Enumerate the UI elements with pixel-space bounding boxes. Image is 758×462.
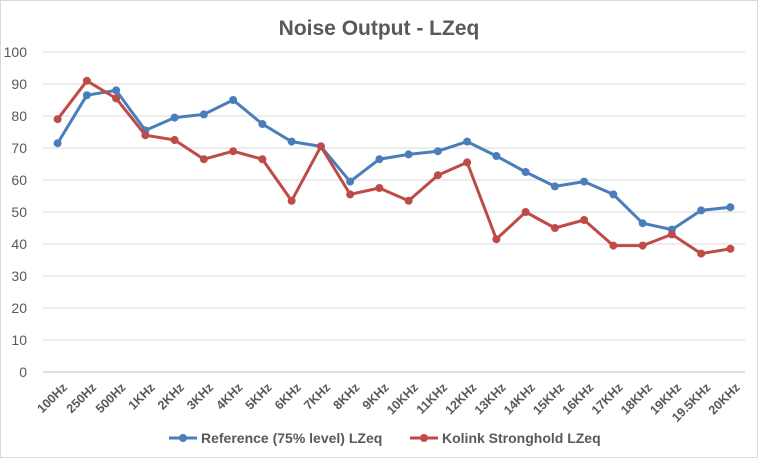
- data-point: [375, 184, 384, 192]
- x-tick-label: 1KHz: [126, 380, 158, 412]
- y-tick-label: 20: [11, 300, 27, 316]
- data-point: [550, 182, 559, 191]
- y-tick-label: 100: [4, 44, 28, 60]
- x-tick-label: 17KHz: [589, 380, 626, 417]
- data-point: [726, 244, 735, 253]
- data-point: [638, 241, 647, 250]
- data-point: [229, 96, 238, 104]
- legend-marker: [179, 434, 187, 442]
- y-tick-label: 30: [11, 268, 27, 284]
- legend-label: Reference (75% level) LZeq: [201, 430, 382, 446]
- x-tick-label: 500Hz: [93, 380, 128, 415]
- x-tick-label: 100Hz: [35, 380, 70, 415]
- data-point: [580, 216, 589, 224]
- data-point: [199, 110, 208, 119]
- data-point: [287, 196, 296, 205]
- y-tick-label: 50: [11, 204, 27, 220]
- x-tick-label: 2KHz: [155, 380, 187, 412]
- data-point: [521, 208, 530, 216]
- data-point: [404, 196, 413, 205]
- x-tick-label: 3KHz: [184, 380, 216, 412]
- data-point: [346, 190, 355, 199]
- x-tick-label: 12KHz: [443, 380, 480, 417]
- data-point: [375, 155, 384, 164]
- y-tick-label: 40: [11, 236, 27, 252]
- data-point: [82, 76, 91, 85]
- data-point: [697, 249, 706, 258]
- data-point: [170, 136, 179, 144]
- data-point: [667, 230, 676, 239]
- data-point: [433, 171, 442, 180]
- x-tick-label: 4KHz: [213, 380, 245, 412]
- data-point: [463, 158, 472, 167]
- data-point: [112, 86, 121, 95]
- x-tick-label: 8KHz: [330, 380, 362, 412]
- x-tick-label: 250Hz: [64, 380, 99, 415]
- data-point: [229, 147, 238, 156]
- data-point: [112, 94, 121, 103]
- data-point: [697, 206, 706, 215]
- data-point: [82, 91, 91, 100]
- data-point: [316, 142, 325, 151]
- data-point: [346, 177, 355, 186]
- x-tick-label: 20KHz: [706, 380, 743, 417]
- data-point: [170, 113, 179, 122]
- x-tick-label: 5KHz: [243, 380, 275, 412]
- y-tick-label: 70: [11, 140, 27, 156]
- legend-label: Kolink Stronghold LZeq: [442, 430, 601, 446]
- y-tick-label: 60: [11, 172, 27, 188]
- data-point: [609, 241, 618, 250]
- data-point: [550, 224, 559, 232]
- x-tick-label: 6KHz: [272, 380, 304, 412]
- data-point: [463, 137, 472, 146]
- data-point: [609, 190, 618, 199]
- data-point: [404, 150, 413, 159]
- x-tick-label: 15KHz: [530, 380, 567, 417]
- x-tick-label: 11KHz: [414, 380, 450, 416]
- data-point: [258, 120, 267, 128]
- data-point: [53, 115, 62, 124]
- data-point: [726, 203, 735, 212]
- data-point: [638, 219, 647, 228]
- data-point: [199, 155, 208, 164]
- data-point: [258, 155, 267, 164]
- x-tick-label: 10KHz: [384, 380, 421, 417]
- x-tick-label: 14KHz: [501, 380, 538, 417]
- legend-marker: [420, 434, 428, 442]
- data-point: [53, 139, 62, 148]
- data-point: [433, 147, 442, 156]
- series-line-0: [56, 88, 731, 232]
- chart-title: Noise Output - LZeq: [279, 17, 480, 40]
- y-tick-label: 80: [11, 108, 27, 124]
- data-point: [492, 235, 501, 244]
- x-tick-label: 18KHz: [618, 380, 655, 417]
- data-point: [521, 168, 530, 176]
- series-line-1: [56, 79, 731, 256]
- data-point: [580, 177, 589, 186]
- x-tick-label: 16KHz: [560, 380, 597, 417]
- data-point: [287, 137, 296, 146]
- y-tick-label: 0: [19, 364, 27, 380]
- data-point: [492, 152, 501, 160]
- y-tick-label: 90: [11, 76, 27, 92]
- y-tick-label: 10: [11, 332, 27, 348]
- x-tick-label: 7KHz: [301, 380, 333, 412]
- x-tick-label: 13KHz: [472, 380, 509, 417]
- data-point: [141, 131, 150, 140]
